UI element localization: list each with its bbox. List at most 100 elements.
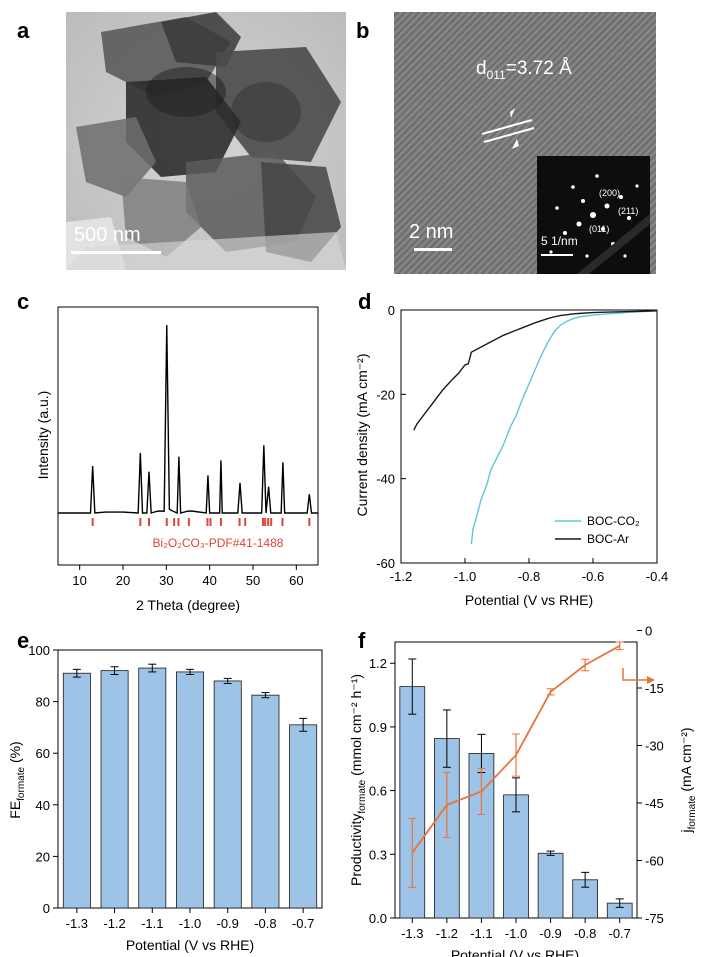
x-tick-label: -1.1 [470, 926, 492, 941]
panel-letter-f: f [358, 628, 366, 653]
lsv-series-line [470, 310, 658, 545]
y-tick-label: -60 [376, 556, 395, 571]
right-axis-arrowhead [647, 676, 655, 684]
y-tick-label: 0 [43, 901, 50, 916]
beam-stop [577, 214, 650, 274]
productivity-bar [537, 852, 564, 919]
diffraction-spot [590, 212, 596, 218]
x-tick-label: -1.0 [505, 926, 527, 941]
productivity-bar [503, 794, 529, 919]
fe-bar [62, 672, 91, 909]
hrtem-scale-bar [414, 248, 452, 251]
diffraction-spot [627, 216, 631, 220]
x-tick-label: 40 [202, 573, 216, 588]
fe-bar [176, 671, 204, 909]
y-tick-label: -20 [376, 387, 395, 402]
plot-frame [57, 306, 319, 566]
hrtem-image: d011=3.72 Å 2 nm (200) (211) (011) 5 1/n… [394, 12, 656, 274]
y-right-tick-label: -30 [645, 739, 664, 754]
fe-bar [138, 667, 167, 909]
x-tick-label: -1.3 [66, 916, 88, 931]
x-tick-label: -0.8 [518, 569, 540, 584]
legend-label: BOC-CO₂ [587, 514, 640, 528]
x-tick-label: -1.2 [390, 569, 412, 584]
y-right-tick-label: -45 [645, 796, 664, 811]
y-right-tick-label: 0 [645, 624, 652, 639]
x-tick-label: -0.7 [609, 926, 631, 941]
y-axis-title: FEformate (%) [7, 741, 27, 818]
x-tick-label: -1.0 [179, 916, 201, 931]
fe-bar-chart: 0 20 40 60 80 100 -1.3 -1.2 -1.1 -1.0 -0.9 -0.8 -0.7… [7, 643, 323, 953]
diffraction-spot [563, 231, 567, 235]
panel-letter-c: c [17, 289, 30, 314]
tem-scale-bar [71, 251, 161, 254]
xrd-chart: 10 20 30 40 50 60 Bi₂O₂CO₃-PDF#41-1488 2 Theta … [35, 306, 319, 613]
x-axis-title: Potential (V vs RHE) [465, 592, 593, 608]
saed-inset: (200) (211) (011) 5 1/nm [537, 156, 650, 274]
productivity-chart: 0.00.30.60.91.2-75-60-45-30-150-1.3 -1.2-… [348, 624, 698, 957]
x-tick-label: -1.0 [454, 569, 476, 584]
diffraction-spot [555, 206, 559, 210]
y-left-tick-label: 0.6 [369, 784, 387, 799]
d-spacing-marker [481, 108, 535, 149]
y-tick-label: 0 [388, 303, 395, 318]
hrtem-scale-label: 2 nm [409, 221, 454, 243]
fe-bar [289, 724, 318, 909]
y-tick-label: 40 [36, 798, 50, 813]
y-right-tick-label: -75 [645, 911, 664, 926]
panel-letter-b: b [356, 18, 370, 43]
y-tick-label: 100 [28, 643, 50, 658]
y-tick-label: 60 [36, 746, 50, 761]
x-tick-label: -0.9 [217, 916, 239, 931]
y-tick-label: -40 [376, 472, 395, 487]
x-tick-label: 10 [72, 573, 86, 588]
saed-label-200: (200) [599, 188, 621, 198]
y-left-tick-label: 1.2 [369, 656, 387, 671]
y-left-tick-label: 0.3 [369, 847, 387, 862]
y-axis-title: Intensity (a.u.) [35, 391, 51, 480]
diffraction-spot [619, 195, 623, 199]
diffraction-spot [576, 221, 582, 227]
tem-particles [66, 12, 346, 270]
x-tick-label: -1.2 [436, 926, 458, 941]
diffraction-spot [595, 174, 599, 178]
lattice-fringes [394, 12, 656, 274]
y-left-axis-title: Productivityformate (mmol cm⁻² h⁻¹) [348, 674, 368, 886]
diffraction-spot [601, 227, 605, 231]
x-tick-label: -0.9 [539, 926, 561, 941]
x-tick-label: -1.3 [401, 926, 423, 941]
fe-bar [213, 680, 242, 909]
x-tick-label: -0.8 [574, 926, 596, 941]
x-tick-label: 20 [116, 573, 130, 588]
diffraction-spot [604, 203, 610, 209]
panel-letter-d: d [358, 289, 372, 314]
saed-scale-label: 5 1/nm [541, 234, 578, 248]
diffraction-spot [571, 185, 575, 189]
x-tick-label: -0.7 [292, 916, 314, 931]
y-tick-label: 20 [36, 849, 50, 864]
right-axis-indicator [622, 668, 649, 681]
saed-pattern [549, 174, 650, 274]
reference-label: Bi₂O₂CO₃-PDF#41-1488 [153, 536, 284, 550]
y-left-tick-label: 0.9 [369, 720, 387, 735]
x-tick-label: -0.6 [582, 569, 604, 584]
lsv-chart: -1.2 -1.0 -0.8 -0.6 -0.4 -60 -40 -20 0 BOC-CO₂ BOC… [354, 303, 668, 608]
diffraction-spot [635, 184, 639, 188]
diffraction-spot [585, 254, 589, 258]
tem-image: 500 nm [66, 12, 346, 270]
y-right-axis-title: jformate (mA cm⁻²) [678, 727, 698, 833]
legend-label: BOC-Ar [587, 532, 629, 546]
panel-letter-e: e [17, 628, 30, 653]
x-axis-title: 2 Theta (degree) [136, 597, 240, 613]
saed-label-011: (011) [589, 224, 610, 234]
x-axis-title: Potential (V vs RHE) [126, 937, 254, 953]
lsv-series-line [413, 310, 658, 431]
diffraction-spot [581, 199, 585, 203]
y-right-tick-label: -60 [645, 854, 664, 869]
y-left-tick-label: 0.0 [369, 911, 387, 926]
diffraction-spot [549, 250, 553, 254]
x-tick-label: -1.1 [141, 916, 163, 931]
y-axis-title: Current density (mA cm⁻²) [354, 354, 370, 517]
x-tick-label: -0.8 [254, 916, 276, 931]
x-axis-title: Potential (V vs RHE) [451, 947, 579, 957]
